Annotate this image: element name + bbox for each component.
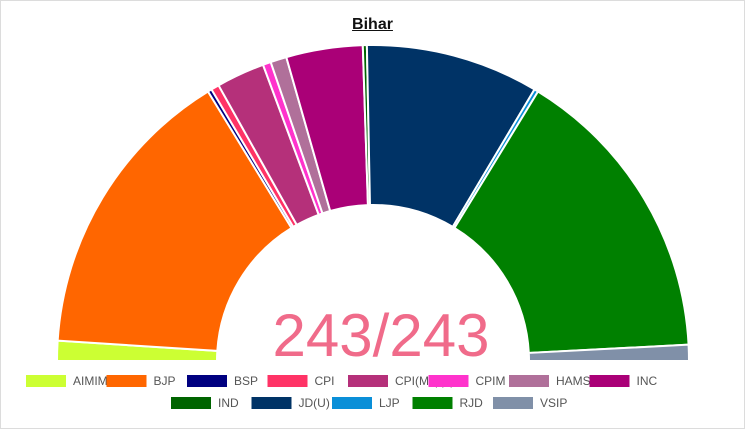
legend-label-cpim: CPIM: [476, 374, 506, 388]
legend-swatch-bsp: [187, 375, 227, 387]
legend-label-bjp: BJP: [154, 374, 176, 388]
legend-item-ind[interactable]: IND: [171, 396, 239, 410]
legend-label-rjd: RJD: [460, 396, 484, 410]
legend-item-cpim[interactable]: CPIM: [428, 374, 506, 388]
legend-item-jd-u[interactable]: JD(U): [251, 396, 330, 410]
legend-swatch-cpim: [428, 375, 469, 387]
chart-title: Bihar: [352, 16, 393, 33]
legend-label-jd-u: JD(U): [299, 396, 330, 410]
legend-label-inc: INC: [637, 374, 658, 388]
legend-label-cpi: CPI: [315, 374, 335, 388]
legend-item-inc[interactable]: INC: [589, 374, 658, 388]
legend-item-hams[interactable]: HAMS: [509, 374, 591, 388]
legend-item-rjd[interactable]: RJD: [412, 396, 484, 410]
legend-item-vsip[interactable]: VSIP: [493, 396, 567, 410]
legend-item-bjp[interactable]: BJP: [106, 374, 176, 388]
slice-rjd[interactable]: [453, 90, 690, 354]
legend-label-aimim: AIMIM: [73, 374, 108, 388]
legend-item-ljp[interactable]: LJP: [332, 396, 400, 410]
slice-bjp[interactable]: [56, 90, 293, 352]
legend-swatch-cpi-ml-l: [348, 375, 388, 387]
legend-item-bsp[interactable]: BSP: [187, 374, 258, 388]
legend-swatch-jd-u: [251, 397, 292, 409]
legend-swatch-bjp: [106, 375, 147, 387]
legend-swatch-hams: [509, 375, 549, 387]
slice-vsip[interactable]: [527, 343, 691, 362]
legend-swatch-ljp: [332, 397, 372, 409]
legend-swatch-rjd: [412, 397, 453, 409]
legend-swatch-ind: [171, 397, 211, 409]
legend-label-hams: HAMS: [556, 374, 591, 388]
legend-item-aimim[interactable]: AIMIM: [26, 374, 108, 388]
legend-label-vsip: VSIP: [540, 396, 567, 410]
legend-swatch-inc: [589, 375, 630, 387]
legend-label-bsp: BSP: [234, 374, 258, 388]
slice-group: [55, 44, 691, 362]
legend-swatch-cpi: [267, 375, 308, 387]
legend-item-cpi[interactable]: CPI: [267, 374, 335, 388]
center-seat-count: 243/243: [273, 302, 490, 369]
legend-swatch-vsip: [493, 397, 533, 409]
legend-swatch-aimim: [26, 375, 66, 387]
legend-label-ind: IND: [218, 396, 239, 410]
legend-label-ljp: LJP: [379, 396, 400, 410]
